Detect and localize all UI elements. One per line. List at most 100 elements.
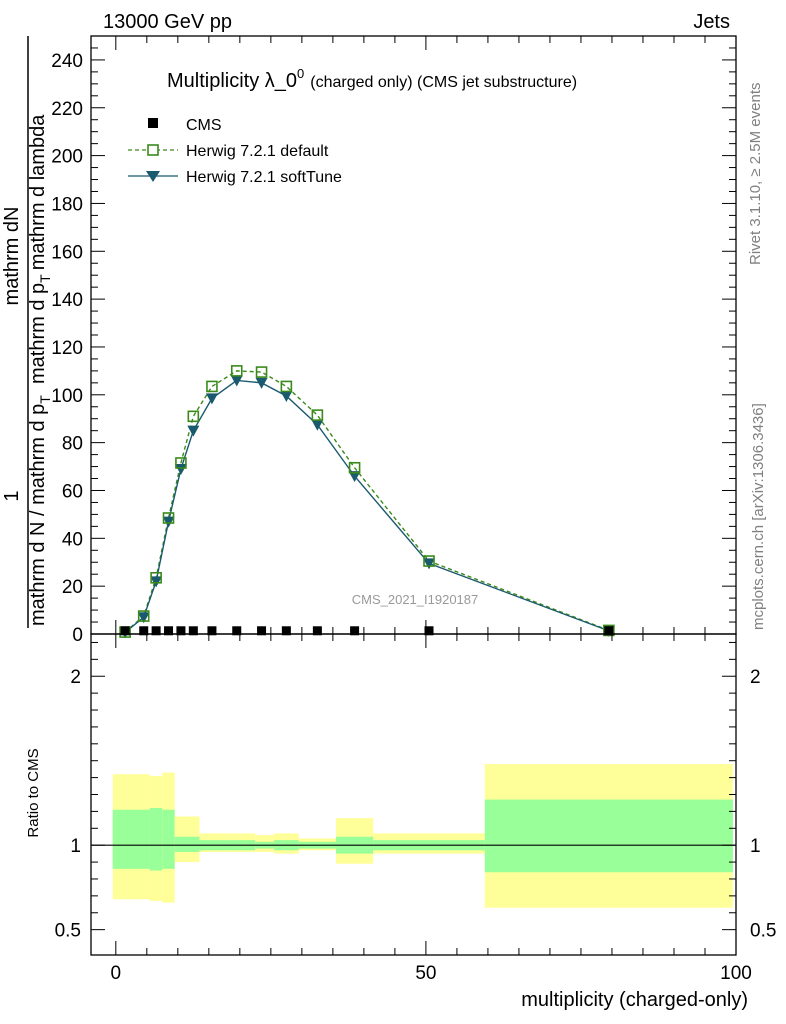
ratio-y-tick-label: 0.5 bbox=[55, 921, 81, 942]
header-left: 13000 GeV pp bbox=[103, 11, 232, 33]
cms-point bbox=[176, 626, 186, 636]
default-point bbox=[162, 512, 175, 524]
ratio-y-tick-label: 2 bbox=[70, 667, 81, 688]
softtune-point bbox=[205, 393, 218, 405]
main-y-tick-label: 20 bbox=[62, 577, 83, 598]
ratio-y-tick-label-right: 1 bbox=[750, 836, 761, 857]
rivet-label: Rivet 3.1.10, ≥ 2.5M events bbox=[747, 83, 764, 266]
softtune-point bbox=[311, 419, 324, 431]
cms-point bbox=[120, 626, 130, 636]
legend-default-label: Herwig 7.2.1 default bbox=[186, 143, 329, 160]
y-label-denominator-sub: T bbox=[37, 395, 53, 404]
default-point bbox=[423, 555, 435, 567]
cms-point bbox=[188, 626, 198, 636]
mcplots-label: mcplots.cern.ch [arXiv:1306.3436] bbox=[750, 403, 767, 630]
main-y-tick-label: 140 bbox=[51, 290, 83, 311]
main-y-tick-label: 80 bbox=[62, 434, 83, 455]
default-point bbox=[137, 610, 150, 622]
cms-point bbox=[604, 626, 614, 636]
softtune-point bbox=[137, 612, 150, 624]
main-y-tick-label: 180 bbox=[51, 194, 83, 215]
ratio-y-tick-label-right: 2 bbox=[750, 667, 761, 688]
cms-point bbox=[312, 626, 322, 636]
ratio-band-inner bbox=[174, 836, 200, 852]
default-point bbox=[280, 380, 293, 393]
main-y-label: 1 mathrm d N / mathrm d pT mathrm dN mat… bbox=[1, 36, 53, 628]
main-y-tick-label: 160 bbox=[51, 242, 83, 263]
x-tick-label: 50 bbox=[415, 963, 436, 984]
main-y-tick-label: 200 bbox=[51, 147, 83, 168]
cms-point bbox=[424, 626, 434, 636]
softtune-point bbox=[174, 463, 187, 475]
y-label-numerator: 1 bbox=[1, 490, 23, 501]
softtune-point bbox=[187, 425, 200, 437]
default-point bbox=[255, 366, 268, 378]
ratio-band-inner bbox=[112, 809, 138, 869]
analysis-watermark: CMS_2021_I1920187 bbox=[352, 592, 479, 607]
header-right: Jets bbox=[693, 11, 730, 33]
legend-cms-marker bbox=[148, 118, 158, 128]
main-plot-area: 0 20 40 60 80 100 120 140 160 180 200 220 240 bbox=[51, 35, 737, 646]
default-point bbox=[187, 410, 200, 423]
y-label-right-numerator: mathrm dN bbox=[1, 207, 23, 306]
main-y-tick-label: 0 bbox=[72, 625, 83, 646]
y-label-right-denominator-main: mathrm d p bbox=[27, 283, 49, 384]
cms-point bbox=[207, 626, 217, 636]
x-tick-label: 0 bbox=[111, 963, 122, 984]
cms-point bbox=[281, 626, 291, 636]
main-y-tick-label: 120 bbox=[51, 338, 83, 359]
default-point bbox=[175, 457, 187, 469]
cms-point bbox=[232, 626, 242, 636]
default-point bbox=[603, 624, 615, 637]
y-label-denominator: mathrm d N / mathrm d pT bbox=[27, 395, 53, 626]
main-y-tick-label: 240 bbox=[51, 51, 83, 72]
main-y-tick-label: 40 bbox=[62, 529, 83, 550]
softtune-point bbox=[255, 377, 268, 389]
softtune-point bbox=[280, 390, 293, 402]
y-label-right-denominator: mathrm d pTmathrm d lambda bbox=[27, 114, 53, 384]
ratio-band-inner bbox=[484, 799, 733, 873]
legend: CMS Herwig 7.2.1 default Herwig 7.2.1 so… bbox=[128, 117, 342, 186]
chart-title-sub: (charged only) (CMS jet substructure) bbox=[310, 74, 577, 91]
series-softtune-line bbox=[124, 379, 610, 633]
softtune-point bbox=[423, 558, 436, 570]
default-point bbox=[311, 409, 324, 421]
ratio-band-inner bbox=[149, 808, 163, 871]
chart-title-sup: 0 bbox=[297, 66, 304, 81]
y-label-right-denominator-sub: T bbox=[37, 274, 53, 283]
ratio-y-tick-label: 1 bbox=[70, 836, 81, 857]
cms-point bbox=[350, 626, 360, 636]
x-axis-label: multiplicity (charged-only) bbox=[521, 989, 748, 1011]
legend-cms-label: CMS bbox=[186, 117, 222, 134]
main-y-tick-label: 220 bbox=[51, 99, 83, 120]
legend-softtune-label: Herwig 7.2.1 softTune bbox=[186, 169, 342, 186]
main-y-tick-label: 60 bbox=[62, 481, 83, 502]
default-point bbox=[206, 380, 218, 393]
cms-point bbox=[139, 626, 149, 636]
softtune-point bbox=[162, 516, 175, 528]
chart-title: Multiplicity λ_00 (charged only) (CMS jet… bbox=[167, 66, 577, 92]
cms-point bbox=[151, 626, 161, 636]
ratio-band-inner bbox=[162, 809, 175, 869]
series-default-line bbox=[124, 370, 610, 633]
softtune-point bbox=[230, 375, 243, 387]
ratio-y-label: Ratio to CMS bbox=[25, 748, 42, 837]
legend-default-marker bbox=[147, 144, 159, 156]
main-y-tick-label: 100 bbox=[51, 386, 83, 407]
ratio-plot-area: 0 50 100 0.5 0.5 1 1 2 2 bbox=[55, 633, 776, 984]
ratio-band-inner bbox=[137, 809, 150, 869]
ratio-y-tick-label-right: 0.5 bbox=[750, 921, 776, 942]
default-point bbox=[230, 365, 243, 377]
cms-point bbox=[257, 626, 267, 636]
default-point bbox=[150, 571, 162, 584]
softtune-point bbox=[150, 576, 163, 588]
default-point bbox=[348, 461, 361, 474]
y-label-right-denominator-tail: mathrm d lambda bbox=[27, 114, 49, 270]
y-label-denominator-main: mathrm d N / mathrm d p bbox=[27, 404, 49, 626]
chart-title-main: Multiplicity λ_0 bbox=[167, 70, 297, 92]
softtune-point bbox=[348, 471, 361, 483]
x-tick-label: 100 bbox=[720, 963, 752, 984]
cms-point bbox=[164, 626, 174, 636]
legend-softtune-marker bbox=[146, 171, 160, 182]
